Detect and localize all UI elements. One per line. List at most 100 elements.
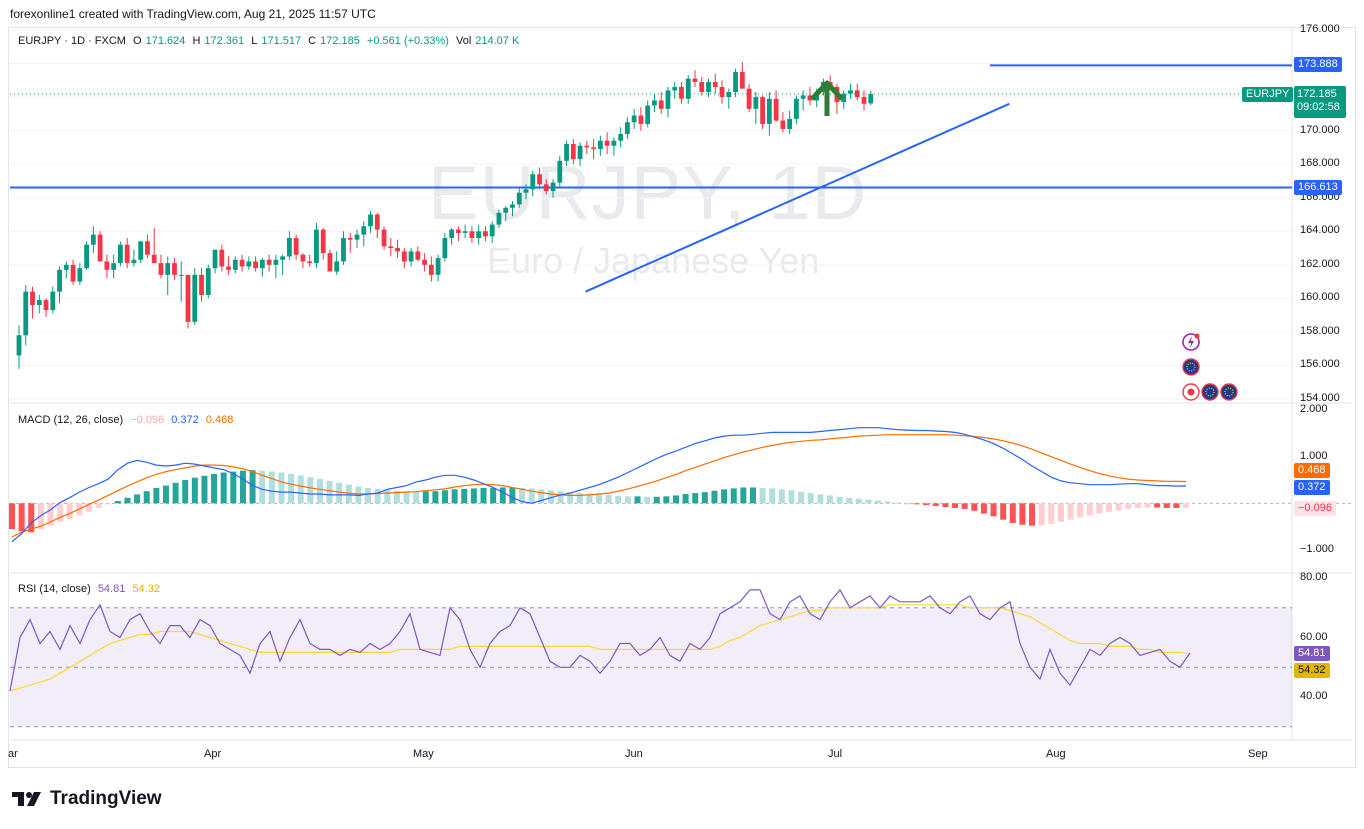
macd-histogram-bar <box>875 500 882 504</box>
macd-histogram-bar <box>172 482 179 504</box>
macd-histogram-bar <box>1154 503 1161 508</box>
candle-body <box>503 207 509 213</box>
macd-title: MACD (12, 26, close) <box>18 414 124 426</box>
price-tick-label: 170.000 <box>1300 123 1340 136</box>
macd-histogram-bar <box>499 487 506 504</box>
macd-histogram-bar <box>961 503 968 509</box>
rsi-tick-label: 60.00 <box>1300 630 1328 643</box>
price-tick-label: 156.000 <box>1300 358 1340 371</box>
macd-histogram-bar <box>1125 503 1132 509</box>
candle-body <box>199 274 204 296</box>
candle-body <box>63 264 69 270</box>
macd-histogram-bar <box>124 497 131 504</box>
candle-body <box>368 214 373 227</box>
macd-histogram-bar <box>778 489 785 504</box>
macd-histogram-bar <box>932 503 939 507</box>
macd-histogram-bar <box>307 477 314 504</box>
candle-body <box>753 97 759 109</box>
macd-hist-tag: −0.096 <box>1294 501 1336 516</box>
candle-body <box>699 81 705 93</box>
macd-histogram-bar <box>249 470 256 504</box>
legend-high: 172.361 <box>204 35 245 47</box>
eu-flag-event-icon[interactable] <box>1181 357 1201 377</box>
macd-histogram-bar <box>1183 503 1189 508</box>
macd-histogram-bar <box>1029 503 1036 526</box>
candle-body <box>841 93 847 103</box>
trendline <box>585 102 1010 293</box>
rsi-tag: 54.81 <box>1294 646 1330 661</box>
macd-histogram-bar <box>66 503 73 519</box>
candle-body <box>469 231 475 238</box>
macd-histogram-bar <box>134 494 141 504</box>
macd-histogram-bar <box>451 489 458 504</box>
macd-histogram-bar <box>846 497 853 504</box>
candle-body <box>43 300 49 311</box>
candle-body <box>104 261 110 270</box>
legend-low: 171.517 <box>261 35 302 47</box>
macd-histogram-bar <box>567 492 574 504</box>
macd-histogram-bar <box>1086 503 1093 516</box>
macd-signal-line <box>11 434 1187 538</box>
legend-o-label: O <box>133 35 142 47</box>
macd-tick-label: −1.000 <box>1300 543 1334 555</box>
candle-body <box>57 269 62 292</box>
japan-flag-event-icon[interactable] <box>1181 382 1201 402</box>
rsi-legend[interactable]: RSI (14, close) 54.81 54.32 <box>18 583 164 595</box>
macd-histogram-bar <box>653 496 660 504</box>
candle-body <box>483 231 488 237</box>
price-tick-label: 154.000 <box>1300 392 1340 404</box>
macd-histogram-bar <box>663 496 670 504</box>
candle-body <box>145 241 150 255</box>
last-price: 172.185 <box>1297 88 1337 100</box>
candle-body <box>523 189 529 193</box>
macd-histogram-bar <box>1038 503 1045 526</box>
candle-body <box>611 140 617 146</box>
rsi-line <box>9 588 1191 692</box>
candle-body <box>408 251 414 262</box>
candle-body <box>685 78 691 99</box>
macd-histogram-bar <box>85 503 92 512</box>
macd-legend[interactable]: MACD (12, 26, close) −0.096 0.372 0.468 <box>18 414 237 426</box>
macd-histogram-bar <box>730 488 737 504</box>
macd-histogram-bar <box>1019 503 1026 525</box>
price-tick-label: 160.000 <box>1300 291 1340 304</box>
candle-body <box>604 140 610 146</box>
macd-histogram-bar <box>865 499 872 504</box>
macd-histogram-bar <box>153 487 160 504</box>
candle-body <box>314 229 319 264</box>
macd-histogram-bar <box>1106 503 1113 512</box>
price-tick-label: 164.000 <box>1300 224 1340 237</box>
tradingview-logo[interactable]: TradingView <box>12 788 162 810</box>
macd-histogram-bar <box>769 488 776 504</box>
candle-body <box>449 229 455 238</box>
macd-histogram-bar <box>836 496 843 504</box>
candle-body <box>510 204 515 208</box>
price-tick-label: 162.000 <box>1300 257 1340 270</box>
macd-histogram-bar <box>191 477 198 504</box>
candle-body <box>293 237 299 255</box>
candle-body <box>672 87 678 91</box>
candle-body <box>97 234 103 262</box>
macd-histogram-bar <box>817 494 824 504</box>
macd-histogram-bar <box>442 490 449 504</box>
candle-body <box>726 92 732 98</box>
macd-histogram-bar <box>413 491 420 504</box>
legend-symbol[interactable]: EURJPY · 1D · FXCM <box>18 35 126 47</box>
price-tick-label: 176.000 <box>1300 23 1340 35</box>
candle-body <box>456 229 461 233</box>
macd-histogram-bar <box>1000 503 1007 520</box>
up-arrow-icon <box>810 80 844 116</box>
eu-flag-event-icon-3[interactable] <box>1219 382 1239 402</box>
candle-body <box>259 259 265 269</box>
macd-histogram-bar <box>278 472 285 504</box>
macd-tick-label: 2.000 <box>1300 403 1328 415</box>
macd-histogram-bar <box>980 503 987 514</box>
macd-histogram-bar <box>316 479 323 504</box>
macd-histogram-bar <box>538 489 545 504</box>
macd-histogram-bar <box>913 503 920 505</box>
lightning-event-icon[interactable] <box>1181 332 1201 352</box>
candle-body <box>118 244 123 264</box>
eu-flag-event-icon-2[interactable] <box>1200 382 1220 402</box>
macd-histogram-bar <box>826 495 833 504</box>
